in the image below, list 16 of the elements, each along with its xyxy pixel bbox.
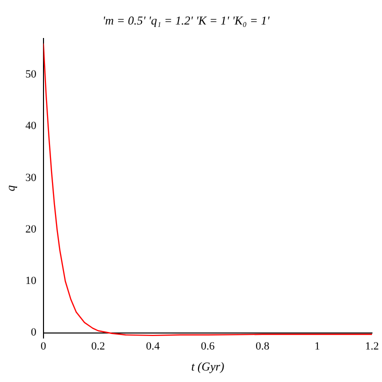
y-tick-label: 20 (25, 223, 37, 236)
x-axis-title: t (Gyr) (191, 359, 224, 374)
y-axis-title: q (3, 185, 18, 192)
chart-title: 'm = 0.5' 'q₁ = 1.2' 'K = 1' 'K₀ = 1' (102, 13, 270, 28)
x-tick-label: 0 (40, 340, 47, 352)
x-tick-label: 1.2 (365, 340, 379, 352)
y-tick-label: 30 (25, 172, 37, 184)
y-tick-label: 50 (25, 68, 37, 80)
y-tick-label: 0 (30, 326, 37, 339)
x-tick-label: 0.8 (256, 340, 270, 352)
y-tick-label: 10 (25, 275, 37, 288)
x-tick-label: 1 (314, 340, 320, 352)
x-tick-label: 0.6 (200, 340, 216, 352)
x-tick-label: 0.2 (91, 340, 106, 352)
x-tick-label: 0.4 (146, 340, 160, 352)
y-tick-label: 40 (25, 120, 37, 132)
